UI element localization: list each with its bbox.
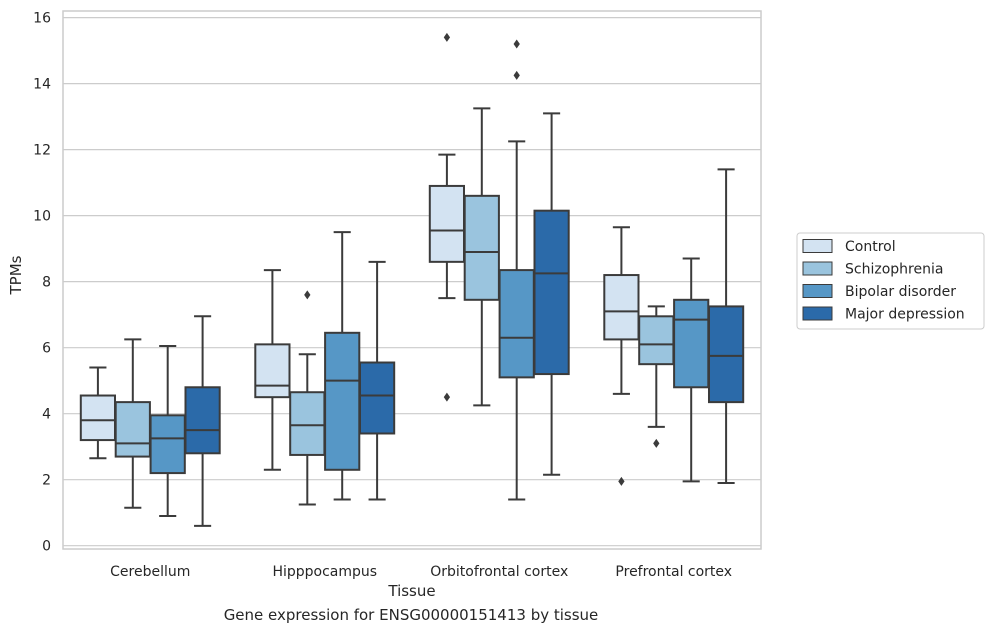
box-1-1 (289, 290, 326, 506)
box-3-3 (707, 168, 745, 484)
outlier-point (304, 290, 311, 300)
legend-item-3: Major depression (802, 306, 965, 323)
x-tick-label: Hipppocampus (272, 564, 377, 580)
outlier-point (443, 32, 451, 42)
category-group-2 (428, 32, 570, 501)
box-0-1 (114, 338, 151, 509)
box-3-1 (638, 305, 675, 448)
legend-swatch (802, 239, 833, 253)
x-tick-label: Cerebellum (110, 564, 190, 580)
box-2-0 (428, 32, 466, 402)
box-body (673, 298, 710, 389)
box-body (638, 315, 675, 366)
box-2-3 (533, 112, 570, 476)
legend-item-0: Control (802, 239, 896, 255)
outlier-point (653, 438, 660, 448)
box-3-0 (603, 226, 640, 486)
legend: Control Schizophrenia Bipolar disorder Majo… (796, 232, 985, 330)
y-tick-label: 8 (42, 275, 51, 291)
y-axis-ticks: 0 2 4 6 8 10 12 14 16 (33, 11, 51, 555)
legend-item-1: Schizophrenia (802, 261, 943, 278)
x-tick-label: Orbitofrontal cortex (430, 564, 568, 580)
box-2-1 (463, 107, 500, 407)
box-body (184, 386, 221, 455)
box-body (149, 414, 186, 475)
x-axis-title: Tissue (387, 582, 435, 600)
y-tick-label: 0 (42, 539, 51, 555)
box-3-2 (673, 257, 710, 483)
category-group-0 (79, 315, 221, 527)
y-tick-label: 14 (33, 77, 51, 93)
box-body (428, 184, 466, 263)
y-tick-label: 12 (33, 143, 51, 159)
box-body (79, 394, 117, 442)
legend-swatch (802, 284, 833, 298)
box-body (324, 331, 361, 471)
box-body (289, 391, 326, 456)
box-body (114, 401, 151, 458)
box-0-2 (149, 345, 186, 517)
box-0-3 (184, 315, 221, 527)
legend-swatch (802, 306, 833, 321)
y-tick-label: 6 (42, 341, 51, 357)
x-tick-label: Prefrontal cortex (615, 564, 732, 580)
box-body (463, 194, 500, 301)
outlier-point (443, 392, 451, 402)
y-tick-label: 16 (33, 11, 51, 27)
box-body (533, 209, 570, 376)
legend-label: Control (845, 239, 896, 255)
box-body (603, 274, 640, 341)
outlier-point (618, 476, 625, 486)
grid-lines (63, 17, 761, 547)
y-tick-label: 2 (42, 473, 51, 489)
y-tick-label: 10 (33, 209, 51, 225)
legend-label: Bipolar disorder (845, 284, 956, 300)
legend-swatch (802, 261, 833, 276)
box-body (498, 269, 535, 379)
box-body (254, 343, 291, 399)
legend-label: Major depression (845, 307, 965, 323)
legend-item-2: Bipolar disorder (802, 284, 956, 300)
box-body (707, 305, 745, 404)
box-body (358, 361, 396, 435)
category-group-3 (603, 168, 745, 486)
legend-frame (796, 232, 985, 330)
box-0-0 (79, 366, 117, 460)
y-tick-label: 4 (42, 407, 51, 423)
outlier-point (513, 39, 520, 49)
y-axis-title: TPMs (7, 255, 25, 295)
box-1-2 (324, 231, 361, 501)
legend-label: Schizophrenia (845, 262, 943, 278)
box-2-2 (498, 39, 535, 501)
plot-area-frame (62, 10, 762, 550)
box-1-3 (358, 260, 396, 501)
chart-caption: Gene expression for ENSG00000151413 by t… (223, 606, 599, 624)
x-axis-ticks: Cerebellum Hipppocampus Orbitofrontal cort… (110, 564, 732, 580)
outlier-point (513, 70, 520, 80)
box-series-group (79, 32, 745, 527)
category-group-1 (254, 231, 396, 506)
box-1-0 (254, 269, 291, 471)
